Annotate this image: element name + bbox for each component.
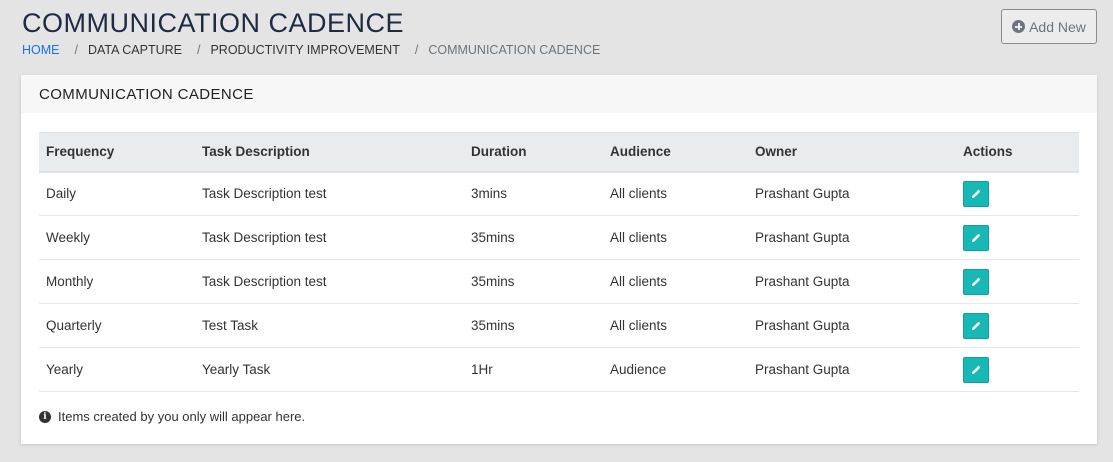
cell-audience: All clients [603,215,748,260]
cell-owner: Prashant Gupta [748,259,956,304]
cell-task-description: Task Description test [195,259,464,304]
info-note: i Items created by you only will appear … [39,409,305,424]
edit-button[interactable] [963,268,989,295]
edit-button[interactable] [963,356,989,383]
column-header-frequency: Frequency [39,132,195,173]
cell-actions [956,215,1079,260]
cell-actions [956,303,1079,348]
cell-owner: Prashant Gupta [748,171,956,216]
cell-owner: Prashant Gupta [748,303,956,348]
pencil-icon [971,189,980,199]
column-header-duration: Duration [464,132,603,173]
breadcrumb-separator: / [196,43,201,57]
breadcrumb-separator: / [74,43,78,57]
cell-owner: Prashant Gupta [748,215,956,260]
cell-audience: All clients [603,259,748,304]
breadcrumb: HOME / DATA CAPTURE / PRODUCTIVITY IMPRO… [22,43,600,57]
cell-actions [956,259,1079,304]
cell-task-description: Task Description test [195,215,464,260]
table-row: Quarterly Test Task 35mins All clients P… [39,303,1079,348]
plus-circle-icon [1012,20,1026,33]
cell-duration: 35mins [464,215,603,260]
cell-frequency: Quarterly [39,303,195,348]
cell-audience: Audience [603,347,748,392]
cadence-table: Frequency Task Description Duration Audi… [39,132,1079,392]
cell-duration: 35mins [464,259,603,304]
cell-frequency: Monthly [39,259,195,304]
cell-duration: 1Hr [464,347,603,392]
info-circle-icon: i [39,410,51,423]
column-header-audience: Audience [603,132,748,173]
cell-duration: 3mins [464,171,603,216]
column-header-actions: Actions [956,132,1079,173]
table-row: Weekly Task Description test 35mins All … [39,215,1079,260]
pencil-icon [971,277,980,287]
breadcrumb-separator: / [414,43,419,57]
table-row: Monthly Task Description test 35mins All… [39,259,1079,304]
cell-task-description: Test Task [195,303,464,348]
cell-task-description: Task Description test [195,171,464,216]
column-header-task-description: Task Description [195,132,464,173]
cell-frequency: Weekly [39,215,195,260]
info-note-text: Items created by you only will appear he… [58,409,306,424]
table-row: Yearly Yearly Task 1Hr Audience Prashant… [39,347,1079,392]
breadcrumb-data-capture[interactable]: DATA CAPTURE [87,43,182,57]
table-row: Daily Task Description test 3mins All cl… [39,171,1079,216]
edit-button[interactable] [963,180,989,207]
breadcrumb-current: COMMUNICATION CADENCE [428,43,601,57]
column-header-owner: Owner [748,132,956,173]
add-new-label: Add New [1029,18,1086,35]
pencil-icon [971,365,980,375]
cell-audience: All clients [603,303,748,348]
cadence-card: COMMUNICATION CADENCE Frequency Task Des… [21,75,1097,444]
cell-frequency: Daily [39,171,195,216]
cell-actions [956,171,1079,216]
pencil-icon [971,321,980,331]
table-header-row: Frequency Task Description Duration Audi… [39,132,1079,173]
cell-audience: All clients [603,171,748,216]
pencil-icon [971,233,980,243]
cell-task-description: Yearly Task [195,347,464,392]
breadcrumb-home[interactable]: HOME [22,43,60,57]
add-new-button[interactable]: Add New [1001,9,1097,44]
cell-duration: 35mins [464,303,603,348]
edit-button[interactable] [963,312,989,339]
cell-owner: Prashant Gupta [748,347,956,392]
edit-button[interactable] [963,224,989,251]
card-title: COMMUNICATION CADENCE [21,75,1097,113]
cell-actions [956,347,1079,392]
cell-frequency: Yearly [39,347,195,392]
page-title: COMMUNICATION CADENCE [22,8,405,38]
breadcrumb-productivity-improvement[interactable]: PRODUCTIVITY IMPROVEMENT [210,43,400,57]
